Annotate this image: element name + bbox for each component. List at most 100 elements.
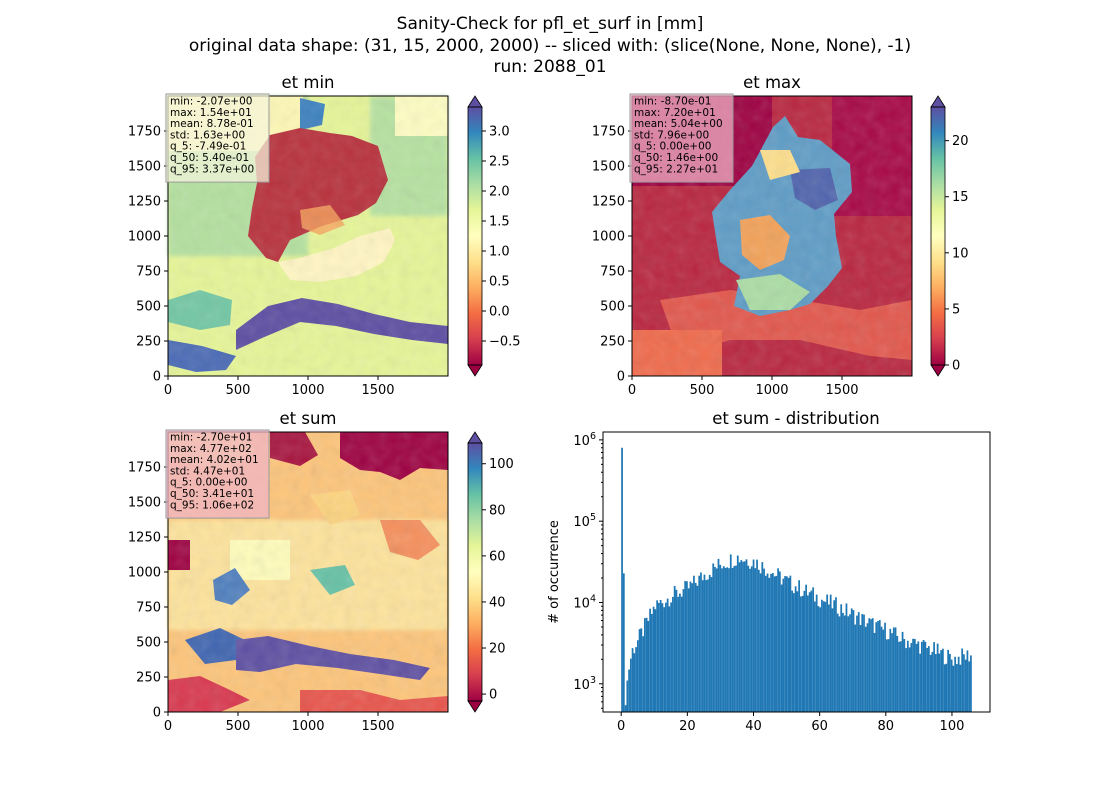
y-tick-label: 500: [136, 300, 161, 315]
histogram-bar: [622, 573, 625, 712]
x-tick-label: 0: [628, 383, 636, 398]
histogram-bar: [938, 653, 941, 712]
histogram-bar: [679, 593, 681, 712]
histogram-bar: [633, 653, 636, 712]
histogram-bar: [863, 614, 865, 712]
histogram-bar: [924, 641, 927, 712]
colorbar-extend-min: [467, 700, 483, 713]
histogram-bar: [778, 571, 781, 712]
histogram-bar: [913, 638, 916, 712]
stats-line: q_95: 1.06e+02: [170, 499, 254, 511]
axis-ticks: 0 20 40 60 80 100 103 104 105 106: [573, 431, 964, 734]
colorbar: −0.5 0.0 0.5 1.0 1.5 2.0 2.5 3.0: [467, 95, 521, 377]
histogram-bar: [840, 604, 843, 712]
x-tick-label: 1500: [361, 719, 394, 734]
histogram-bar: [794, 586, 797, 712]
histogram-bar: [835, 597, 837, 712]
panel-title-et-min: et min: [282, 73, 335, 92]
colorbar-tick-label: 60: [489, 549, 506, 564]
histogram-bar: [884, 622, 886, 712]
histogram-bar: [929, 654, 932, 712]
y-tick-label: 1000: [592, 230, 625, 245]
colorbar-frame: [930, 106, 946, 366]
histogram-bar: [663, 607, 666, 712]
histogram-bar: [670, 602, 673, 712]
stats-box-background: [165, 93, 270, 183]
histogram-bar: [784, 576, 786, 712]
y-tick-label: 250: [136, 335, 161, 350]
histogram-bar: [754, 568, 757, 712]
histogram-bar: [759, 573, 762, 712]
histogram-bar: [852, 610, 855, 712]
x-tick-label: 500: [690, 383, 715, 398]
histogram-bar: [654, 609, 657, 712]
x-tick-label: 100: [940, 719, 965, 734]
colorbar-tick-label: −0.5: [489, 335, 521, 350]
histogram-bar: [717, 558, 720, 712]
histogram-bar: [649, 608, 651, 712]
stats-line: max: 4.77e+02: [170, 443, 252, 455]
histogram-bar: [957, 656, 960, 712]
histogram-bar: [870, 619, 872, 712]
histogram-bar: [822, 601, 825, 712]
histogram-bar: [859, 624, 862, 712]
histogram-bar: [898, 641, 900, 712]
histogram-bar: [947, 649, 950, 712]
colorbar-frame: [467, 106, 483, 366]
colorbar-tick-label: 20: [489, 642, 506, 657]
histogram-bar: [949, 653, 951, 712]
histogram-bar: [875, 622, 878, 712]
histogram-bar: [742, 561, 744, 712]
histogram-bar: [666, 598, 669, 712]
histogram-bar: [945, 663, 948, 712]
y-tick-label: 1500: [592, 160, 625, 175]
stats-line: mean: 8.78e-01: [170, 118, 254, 130]
histogram-bar: [689, 581, 692, 712]
x-tick-label: 500: [226, 719, 251, 734]
histogram-bar: [700, 572, 702, 712]
histogram-bar: [842, 612, 844, 712]
histogram-bar: [693, 575, 695, 712]
histogram-bar: [768, 577, 771, 712]
histogram-bar: [810, 590, 813, 712]
histogram-bar: [722, 566, 725, 712]
histogram-bar: [763, 568, 765, 712]
histogram-bar: [757, 569, 760, 712]
y-tick-label: 0: [153, 370, 161, 385]
colorbar-tick-label: 40: [489, 595, 506, 610]
histogram-bar: [856, 615, 858, 712]
histogram-bar: [643, 618, 646, 712]
histogram-bar: [665, 602, 667, 712]
colorbar-gradient: [468, 443, 482, 701]
colorbar-tick-label: 10: [952, 246, 969, 261]
colorbar-tick-label: 1.0: [489, 245, 510, 260]
stats-line: q_50: 5.40e-01: [170, 152, 249, 164]
histogram-bar: [729, 554, 732, 712]
stats-line: q_50: 1.46e+00: [634, 152, 718, 164]
histogram-bar: [749, 568, 751, 712]
colorbar-gradient: [468, 107, 482, 365]
histogram-bar: [901, 631, 904, 712]
histogram-bar: [698, 575, 701, 712]
histogram-bar: [792, 593, 795, 712]
histogram-bar: [686, 581, 688, 712]
colorbar-extend-max: [930, 95, 946, 108]
histogram-bar: [891, 633, 893, 712]
panel-et-sum-distribution: et sum - distribution 0 20 40 60 80 100 103 104…: [547, 409, 991, 734]
histogram-bar: [934, 654, 937, 712]
figure-title-line-2: original data shape: (31, 15, 2000, 2000…: [189, 36, 911, 56]
stats-line: q_5: -7.49e-01: [170, 141, 246, 153]
histogram-bar: [917, 641, 920, 712]
panel-et-min: et min 0 500 1000 1500 0 250 500 750 1000 1250 150…: [128, 73, 521, 398]
histogram-bar: [750, 566, 753, 712]
histogram-bar: [912, 638, 914, 712]
histogram-bar: [789, 575, 792, 712]
histogram-bar: [628, 669, 630, 712]
histogram-bar: [927, 646, 930, 712]
colorbar-tick-label: 80: [489, 503, 506, 518]
histogram-bar: [843, 615, 846, 712]
histogram-bar: [626, 680, 629, 712]
histogram-bar: [845, 603, 848, 712]
y-tick-label: 750: [136, 265, 161, 280]
